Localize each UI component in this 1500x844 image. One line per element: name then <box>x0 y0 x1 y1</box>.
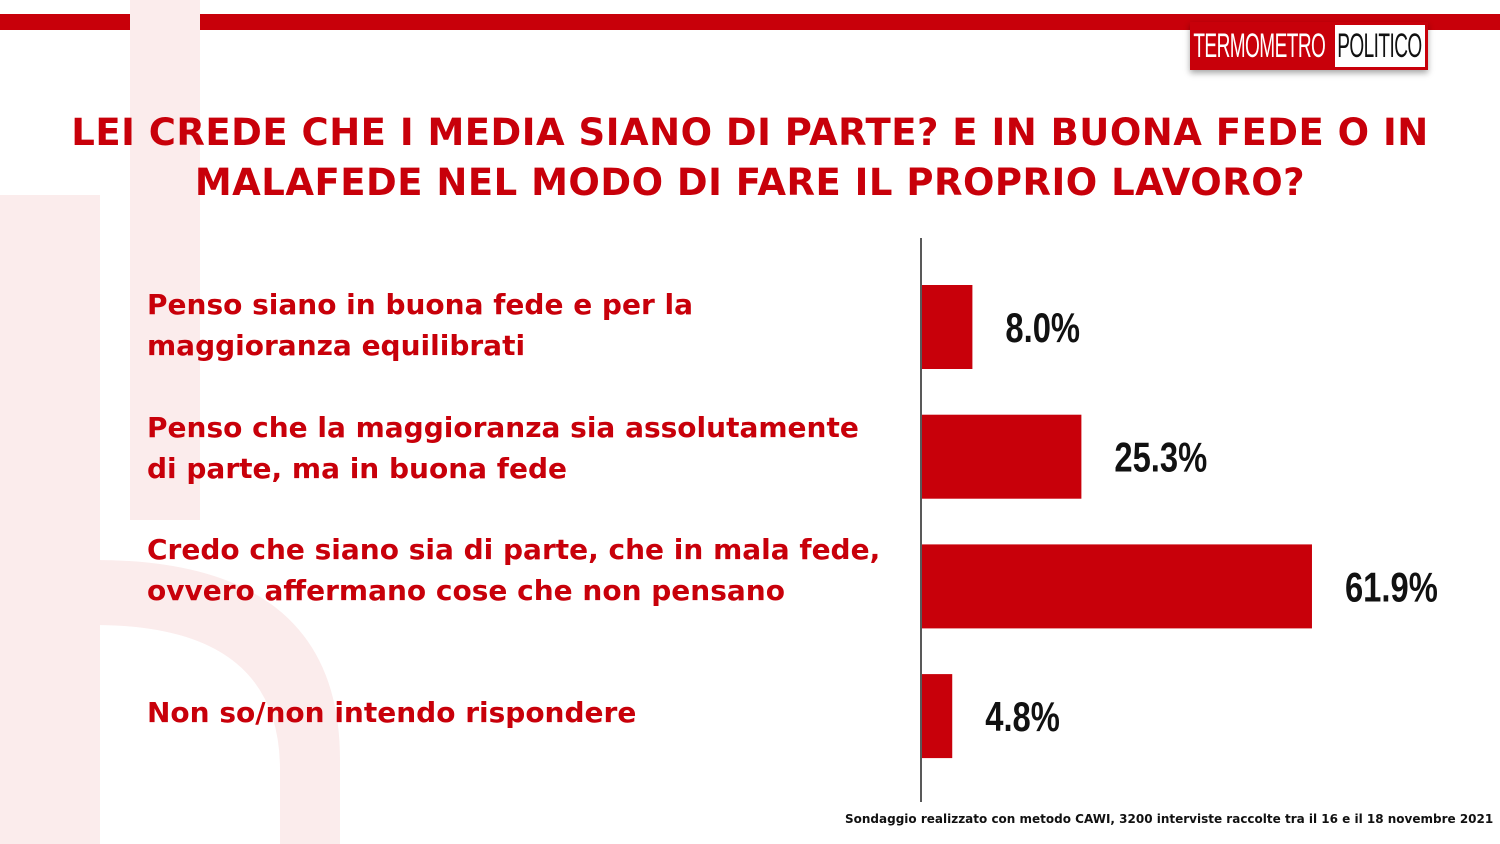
category-label: Non so/non intendo rispondere <box>147 696 637 729</box>
bar <box>922 414 1082 499</box>
top-stripe <box>0 14 1500 30</box>
value-label: 8.0% <box>1005 304 1080 351</box>
logo-text-politico: POLITICO <box>1337 27 1422 65</box>
value-label: 61.9% <box>1345 563 1438 610</box>
logo-box-politico: POLITICO <box>1335 25 1425 67</box>
value-label: 25.3% <box>1114 434 1207 481</box>
chart-title: LEI CREDE CHE I MEDIA SIANO DI PARTE? E … <box>71 111 1429 204</box>
category-label: Penso siano in buona fede e per la maggi… <box>147 288 694 362</box>
bar <box>922 285 973 369</box>
category-label: Credo che siano sia di parte, che in mal… <box>147 533 881 607</box>
category-label: Penso che la maggioranza sia assolutamen… <box>147 411 859 485</box>
termometro-politico-logo: TERMOMETRO POLITICO <box>1190 22 1428 70</box>
bar <box>922 674 953 759</box>
value-label: 4.8% <box>985 693 1060 740</box>
bar <box>922 544 1312 629</box>
footnote: Sondaggio realizzato con metodo CAWI, 32… <box>845 812 1494 826</box>
